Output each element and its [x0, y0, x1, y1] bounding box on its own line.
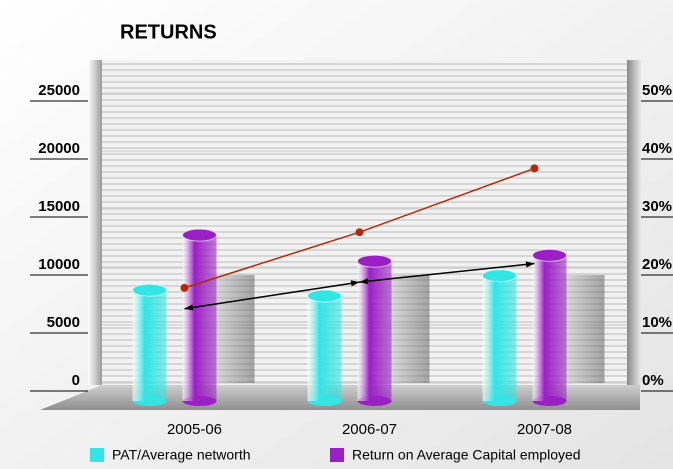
y2-tick-label: 50%	[642, 82, 672, 99]
point	[355, 228, 364, 237]
y-tick-label: 25000	[38, 82, 80, 99]
bar	[132, 290, 167, 401]
y-tick-label: 10000	[38, 256, 80, 273]
legend-label: Return on Average Capital employed	[352, 447, 581, 463]
chart-title: RETURNS	[120, 21, 217, 43]
bar	[182, 235, 217, 401]
y-tick-label: 0	[72, 372, 80, 389]
x-tick-label: 2005-06	[167, 421, 222, 438]
y-tick-label: 15000	[38, 198, 80, 215]
x-tick-label: 2006-07	[342, 421, 397, 438]
y2-tick-label: 30%	[642, 198, 672, 215]
left-wall	[88, 60, 102, 385]
legend-swatch	[90, 448, 104, 462]
legend-label: PAT/Average networth	[112, 447, 251, 463]
right-wall	[627, 60, 641, 385]
bar	[307, 296, 342, 401]
arrow	[359, 278, 369, 285]
y2-tick-label: 20%	[642, 256, 672, 273]
x-tick-label: 2007-08	[517, 421, 572, 438]
point	[180, 283, 189, 292]
bar	[482, 275, 517, 401]
arrow	[184, 304, 194, 311]
y-tick-label: 5000	[47, 314, 80, 331]
bar-top	[307, 289, 342, 303]
y2-tick-label: 10%	[642, 314, 672, 331]
bar	[532, 255, 567, 401]
legend-swatch	[330, 448, 344, 462]
y2-tick-label: 40%	[642, 140, 672, 157]
bar-top	[482, 269, 517, 283]
arrow	[350, 280, 360, 287]
bar-top	[132, 283, 167, 297]
point	[530, 164, 539, 173]
y-tick-label: 20000	[38, 140, 80, 157]
y2-tick-label: 0%	[642, 372, 664, 389]
bar	[357, 261, 392, 401]
arrow	[525, 261, 535, 268]
bar-top	[532, 248, 567, 262]
bar-top	[182, 228, 217, 242]
bar-top	[357, 254, 392, 268]
